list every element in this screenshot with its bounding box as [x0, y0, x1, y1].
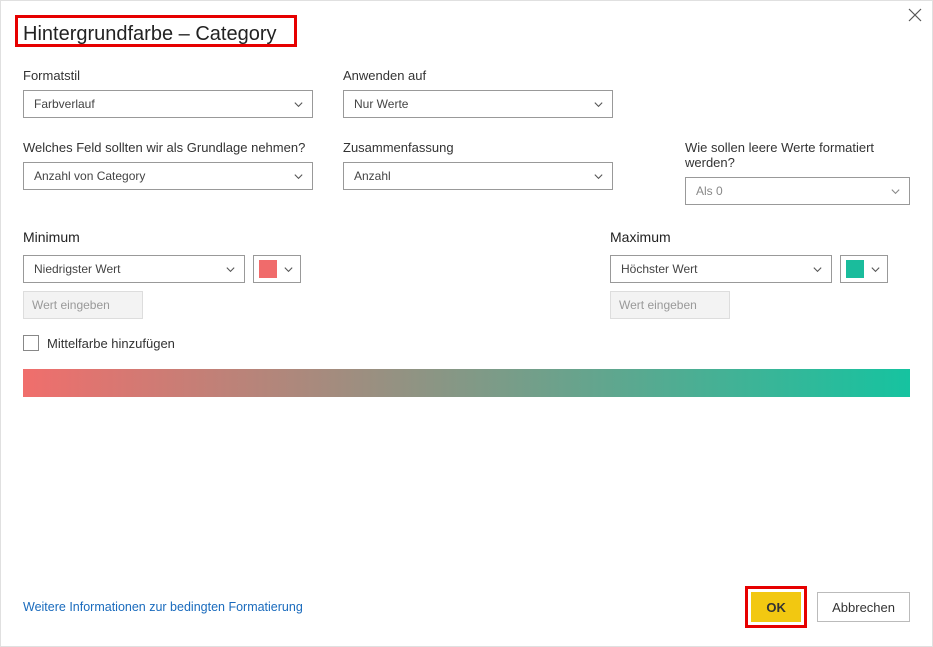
chevron-down-icon	[593, 99, 604, 110]
summarization-label: Zusammenfassung	[343, 140, 613, 155]
base-field-value: Anzahl von Category	[34, 169, 145, 183]
chevron-down-icon	[812, 264, 823, 275]
dialog-footer: Weitere Informationen zur bedingten Form…	[23, 586, 910, 628]
maximum-label: Maximum	[610, 229, 910, 245]
chevron-down-icon	[225, 264, 236, 275]
minimum-color-picker[interactable]	[253, 255, 301, 283]
minimum-dropdown[interactable]: Niedrigster Wert	[23, 255, 245, 283]
gradient-preview-bar	[23, 369, 910, 397]
ok-highlight-box: OK	[745, 586, 807, 628]
chevron-down-icon	[870, 264, 881, 275]
add-middle-color-label: Mittelfarbe hinzufügen	[47, 336, 175, 351]
minimum-label: Minimum	[23, 229, 323, 245]
maximum-dropdown[interactable]: Höchster Wert	[610, 255, 832, 283]
maximum-color-picker[interactable]	[840, 255, 888, 283]
base-field-label: Welches Feld sollten wir als Grundlage n…	[23, 140, 313, 155]
minimum-color-swatch	[259, 260, 277, 278]
chevron-down-icon	[293, 99, 304, 110]
ok-button[interactable]: OK	[751, 592, 801, 622]
empty-values-value: Als 0	[696, 184, 723, 198]
row-format-apply: Formatstil Farbverlauf Anwenden auf Nur …	[23, 68, 910, 118]
chevron-down-icon	[293, 171, 304, 182]
apply-to-label: Anwenden auf	[343, 68, 613, 83]
base-field-dropdown[interactable]: Anzahl von Category	[23, 162, 313, 190]
empty-values-label: Wie sollen leere Werte formatiert werden…	[685, 140, 910, 170]
dialog-title: Hintergrundfarbe – Category	[23, 23, 276, 46]
row-field-summary-empty: Welches Feld sollten wir als Grundlage n…	[23, 140, 910, 205]
summarization-dropdown[interactable]: Anzahl	[343, 162, 613, 190]
format-style-value: Farbverlauf	[34, 97, 95, 111]
maximum-value: Höchster Wert	[621, 262, 697, 276]
minimum-value: Niedrigster Wert	[34, 262, 120, 276]
format-style-label: Formatstil	[23, 68, 313, 83]
cancel-button[interactable]: Abbrechen	[817, 592, 910, 622]
maximum-color-swatch	[846, 260, 864, 278]
close-icon[interactable]	[908, 7, 922, 25]
add-middle-color-row: Mittelfarbe hinzufügen	[23, 335, 910, 351]
chevron-down-icon	[283, 264, 294, 275]
maximum-value-input: Wert eingeben	[610, 291, 730, 319]
apply-to-value: Nur Werte	[354, 97, 408, 111]
apply-to-dropdown[interactable]: Nur Werte	[343, 90, 613, 118]
minimum-value-input: Wert eingeben	[23, 291, 143, 319]
summarization-value: Anzahl	[354, 169, 391, 183]
more-info-link[interactable]: Weitere Informationen zur bedingten Form…	[23, 600, 303, 614]
chevron-down-icon	[593, 171, 604, 182]
format-style-dropdown[interactable]: Farbverlauf	[23, 90, 313, 118]
empty-values-dropdown[interactable]: Als 0	[685, 177, 910, 205]
add-middle-color-checkbox[interactable]	[23, 335, 39, 351]
conditional-formatting-dialog: Hintergrundfarbe – Category Formatstil F…	[0, 0, 933, 647]
row-min-max: Minimum Niedrigster Wert Wert eingeben	[23, 227, 910, 319]
chevron-down-icon	[890, 186, 901, 197]
